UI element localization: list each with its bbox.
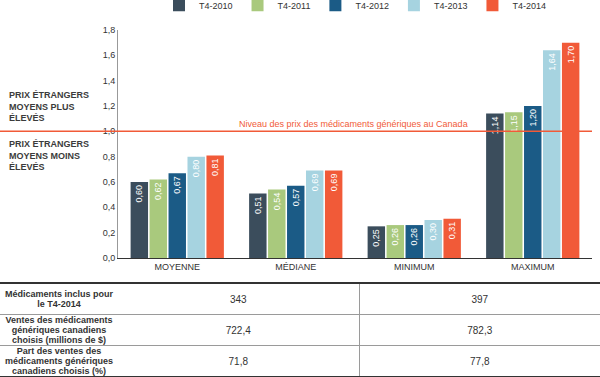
svg-text:1,20: 1,20 (528, 109, 538, 127)
html-text:71,8: 71,8 (228, 355, 248, 367)
svg-text:MINIMUM: MINIMUM (394, 262, 435, 272)
svg-text:0,69: 0,69 (329, 174, 339, 192)
svg-text:T4-2013: T4-2013 (434, 1, 468, 11)
svg-text:0,26: 0,26 (390, 228, 400, 246)
svg-text:MOYENNE: MOYENNE (154, 262, 200, 272)
svg-text:0,31: 0,31 (447, 222, 457, 240)
svg-text:0,80: 0,80 (191, 160, 201, 178)
svg-text:1,8: 1,8 (103, 25, 116, 35)
svg-text:1,2: 1,2 (103, 101, 116, 111)
svg-text:MAXIMUM: MAXIMUM (511, 262, 555, 272)
svg-text:0,57: 0,57 (291, 189, 301, 207)
html-text:397: 397 (471, 293, 489, 305)
html-text:782,3: 782,3 (467, 324, 493, 336)
svg-text:0,62: 0,62 (153, 182, 163, 200)
svg-text:T4-2010: T4-2010 (199, 1, 233, 11)
svg-text:0,67: 0,67 (172, 176, 182, 194)
svg-text:0,25: 0,25 (371, 229, 381, 247)
html-text:77,8: 77,8 (470, 355, 490, 367)
svg-text:T4-2014: T4-2014 (512, 1, 546, 11)
html-text:Part des ventes des médicament: Part des ventes des médicaments génériqu… (5, 346, 113, 376)
svg-text:0,60: 0,60 (134, 185, 144, 203)
svg-text:T4-2011: T4-2011 (278, 1, 311, 11)
svg-text:0,26: 0,26 (409, 228, 419, 246)
svg-text:T4-2012: T4-2012 (355, 1, 389, 11)
svg-text:1,64: 1,64 (547, 53, 557, 71)
svg-text:0,8: 0,8 (103, 152, 116, 162)
svg-text:0,0: 0,0 (103, 253, 116, 263)
svg-text:0,81: 0,81 (210, 158, 220, 176)
svg-text:PRIX ÉTRANGERSMOYENS PLUSÉLEVÉ: PRIX ÉTRANGERSMOYENS PLUSÉLEVÉS (9, 90, 89, 123)
svg-text:Niveau des prix des médicament: Niveau des prix des médicaments génériqu… (239, 119, 468, 129)
html-text:722,4: 722,4 (225, 324, 251, 336)
svg-text:1,0: 1,0 (103, 126, 116, 136)
svg-text:0,54: 0,54 (272, 193, 282, 211)
html-text:Médicaments inclus pour le T4-: Médicaments inclus pour le T4-2014 (5, 289, 113, 309)
svg-text:1,15: 1,15 (509, 115, 519, 133)
svg-text:0,51: 0,51 (253, 196, 263, 214)
svg-text:PRIX ÉTRANGERSMOYENS MOINSÉLEV: PRIX ÉTRANGERSMOYENS MOINSÉLEVÉS (9, 139, 89, 172)
svg-text:0,69: 0,69 (310, 174, 320, 192)
svg-text:1,4: 1,4 (103, 76, 116, 86)
svg-text:1,70: 1,70 (566, 46, 576, 64)
svg-text:0,4: 0,4 (103, 202, 116, 212)
svg-text:0,2: 0,2 (103, 228, 116, 238)
svg-text:0,30: 0,30 (428, 223, 438, 241)
svg-text:1,6: 1,6 (103, 50, 116, 60)
html-text:Ventes des médicaments génériq: Ventes des médicaments génériques canadi… (5, 315, 113, 345)
svg-text:MÉDIANE: MÉDIANE (275, 262, 316, 272)
svg-text:1,14: 1,14 (490, 117, 500, 135)
html-text:343: 343 (229, 293, 247, 305)
svg-text:0,6: 0,6 (103, 177, 116, 187)
